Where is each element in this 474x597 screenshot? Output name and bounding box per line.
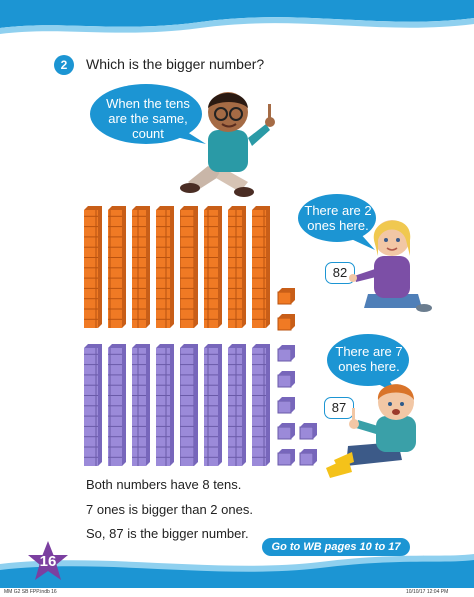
rod: [252, 344, 270, 466]
statement-ones: 7 ones is bigger than 2 ones.: [86, 502, 253, 517]
bubble-line: There are 7: [335, 344, 403, 359]
bubble-text-boy-bottom: There are 7 ones here.: [330, 344, 408, 374]
unit-cube: [277, 288, 295, 305]
rod: [84, 344, 102, 466]
rod: [180, 206, 198, 328]
speech-bubble-boy-top: [90, 84, 206, 144]
question-number-badge: 2: [54, 55, 74, 75]
rod: [156, 206, 174, 328]
rod: [228, 206, 246, 328]
ones-cubes-87: [277, 345, 317, 466]
question-text: Which is the bigger number?: [86, 56, 265, 72]
bubble-text-boy-top: When the tens are the same, count the on…: [92, 96, 204, 156]
rod: [228, 344, 246, 466]
bottom-wave-band: [0, 554, 474, 588]
unit-cube: [277, 374, 292, 388]
girl-character: [349, 220, 432, 312]
footer-timestamp: 10/10/17 12:04 PM: [406, 589, 449, 595]
bubble-text-girl: There are 2 ones here.: [302, 203, 374, 233]
top-wave-band: [0, 0, 474, 34]
footer-file-label: MM G2 SB FPP.indb 16: [4, 589, 57, 595]
star-icon: [28, 541, 68, 580]
rod: [252, 206, 270, 328]
ones-cubes-82: [277, 288, 295, 331]
page-number-star: 16: [26, 540, 70, 584]
bubble-line: the ones.: [121, 141, 175, 156]
page-number: 16: [39, 553, 57, 570]
rod: [84, 206, 102, 328]
rod: [108, 206, 126, 328]
bubble-line: are the same, count: [108, 111, 188, 141]
bubble-line: There are 2: [304, 203, 372, 218]
speech-bubble-girl: [298, 194, 376, 250]
tens-rods-82: [84, 206, 270, 328]
unit-cube: [277, 348, 292, 362]
boy-character-bottom: [326, 384, 416, 478]
rod: [108, 344, 126, 466]
unit-cube: [277, 452, 292, 466]
rod: [132, 206, 150, 328]
boy-character-top: [180, 92, 275, 197]
workbook-pages-link[interactable]: Go to WB pages 10 to 17: [262, 538, 410, 556]
unit-cube: [299, 426, 314, 440]
rod: [156, 344, 174, 466]
tens-rods-87: [84, 344, 270, 466]
statement-tens: Both numbers have 8 tens.: [86, 477, 242, 492]
statement-conclusion: So, 87 is the bigger number.: [86, 526, 249, 541]
unit-cube: [277, 400, 292, 414]
rod: [204, 344, 222, 466]
number-box-82: 82: [325, 262, 355, 284]
unit-cube: [299, 452, 314, 466]
bubble-line: When the tens: [106, 96, 190, 111]
rod: [180, 344, 198, 466]
rod: [132, 344, 150, 466]
bubble-line: ones here.: [338, 359, 400, 374]
bubble-line: ones here.: [307, 218, 369, 233]
rod: [204, 206, 222, 328]
unit-cube: [277, 426, 292, 440]
unit-cube: [277, 314, 295, 331]
